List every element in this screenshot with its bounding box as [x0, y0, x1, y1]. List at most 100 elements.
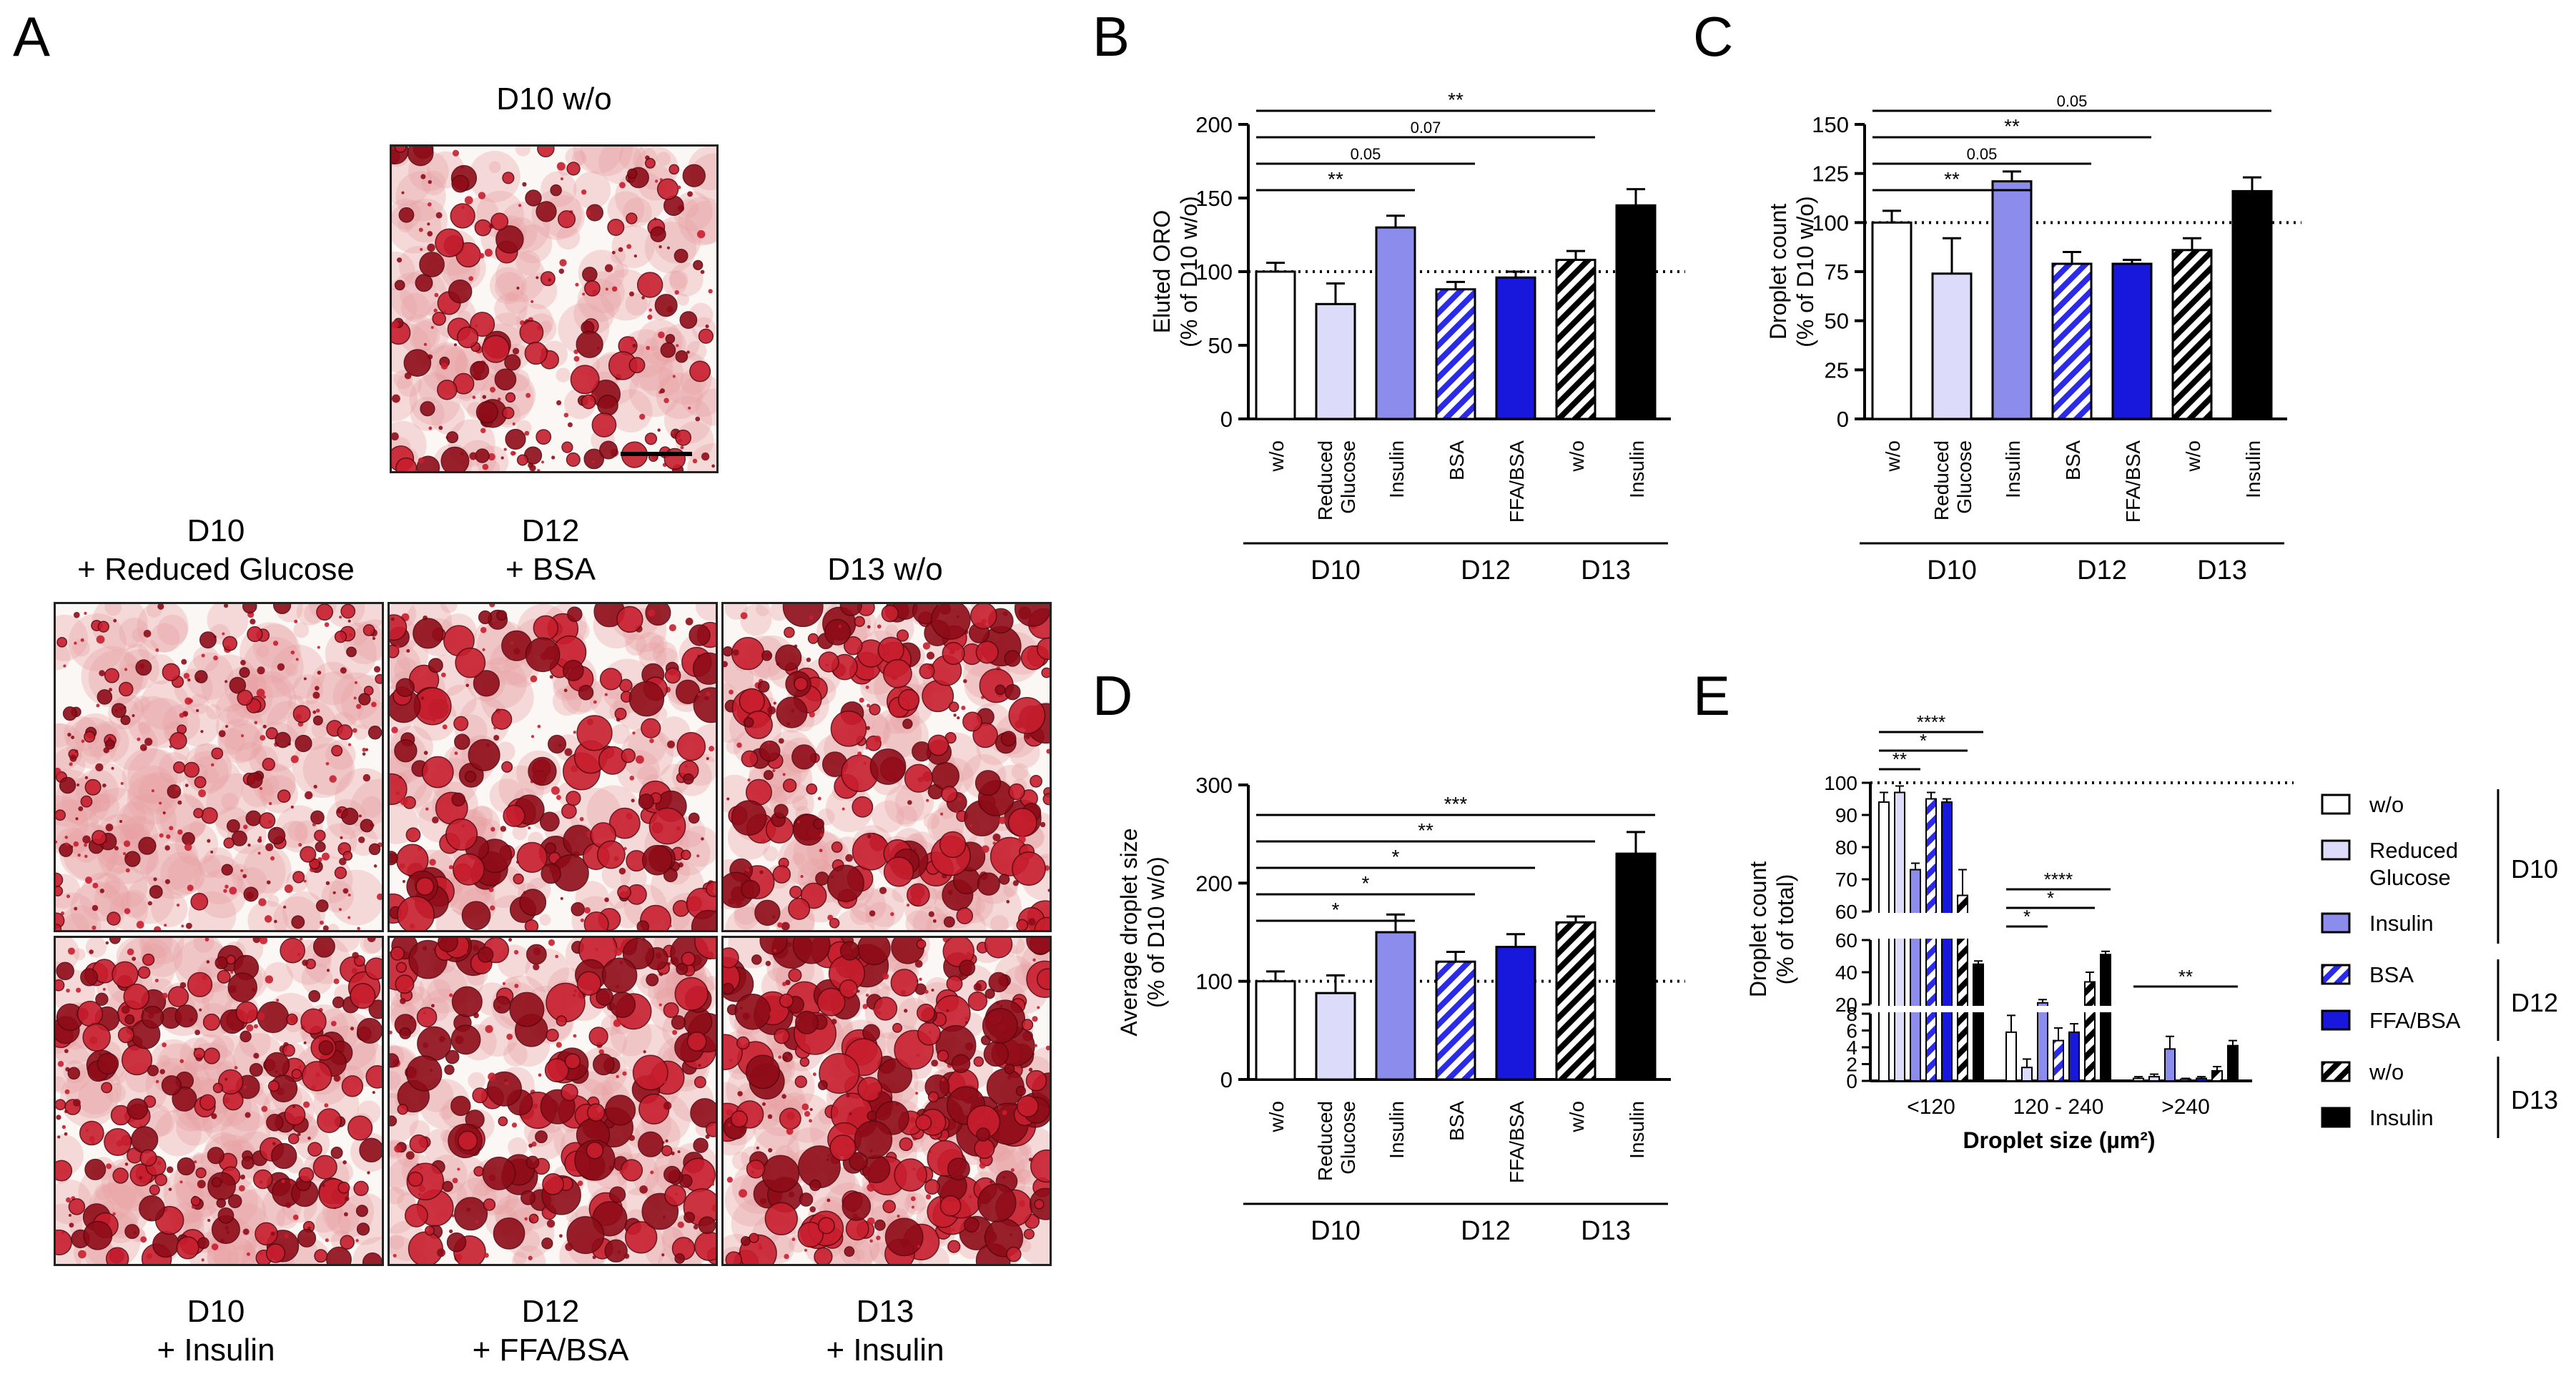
lipid-droplet	[243, 824, 248, 829]
stain-haze	[556, 225, 581, 250]
lipid-droplet	[656, 178, 679, 200]
lipid-droplet	[362, 774, 371, 782]
bar	[2100, 954, 2111, 1082]
stain-haze	[611, 225, 655, 269]
lipid-droplet	[338, 908, 342, 911]
lipid-droplet	[583, 448, 605, 470]
lipid-droplet	[262, 758, 275, 771]
x-tick-label: Reduced	[1314, 440, 1336, 520]
group-label: D13	[2197, 555, 2247, 585]
lipid-droplet	[135, 659, 152, 676]
lipid-droplet	[518, 204, 522, 207]
lipid-droplet	[125, 868, 130, 873]
stain-haze	[302, 743, 355, 796]
lipid-droplet	[654, 294, 678, 317]
stain-haze	[156, 792, 207, 844]
stain-haze	[217, 718, 262, 763]
lipid-droplet	[460, 165, 464, 169]
stain-haze	[573, 147, 623, 174]
y-tick-label: 50	[1208, 333, 1233, 358]
y-tick-label: 0	[1837, 407, 1849, 432]
lipid-droplet	[144, 737, 153, 746]
significance-label: ****	[1917, 711, 1945, 733]
lipid-droplet	[446, 431, 459, 444]
significance-label: ****	[2044, 869, 2073, 890]
bar	[1615, 852, 1657, 1081]
stain-haze	[327, 924, 340, 930]
lipid-droplet	[666, 246, 670, 249]
lipid-droplet	[591, 460, 596, 464]
bar	[2084, 981, 2096, 1082]
lipid-droplet	[401, 191, 405, 194]
lipid-droplet	[561, 441, 573, 453]
lipid-droplet	[435, 228, 464, 257]
significance-label: **	[2004, 115, 2020, 137]
lipid-droplet	[124, 668, 128, 671]
stain-haze	[332, 672, 381, 721]
lipid-droplet	[490, 387, 496, 393]
lipid-droplet	[73, 611, 80, 618]
stain-haze	[494, 272, 524, 302]
lipid-droplet	[342, 851, 353, 861]
lipid-droplet	[494, 368, 517, 391]
lipid-droplet	[77, 854, 81, 857]
lipid-droplet	[153, 877, 157, 881]
lipid-droplet	[240, 660, 246, 666]
lipid-droplet	[394, 280, 405, 291]
bar	[2148, 1076, 2160, 1082]
lipid-droplet	[698, 328, 714, 344]
stain-haze	[167, 856, 206, 894]
lipid-droplet	[124, 854, 129, 859]
lipid-droplet	[119, 819, 123, 824]
lipid-droplet	[275, 731, 291, 748]
group-label: D13	[1581, 1216, 1631, 1246]
lipid-droplet	[611, 286, 618, 292]
lipid-droplet	[674, 290, 679, 295]
lipid-droplet	[211, 747, 224, 760]
stain-haze	[649, 635, 668, 654]
lipid-droplet	[218, 730, 226, 738]
group-label: D10	[1311, 1216, 1361, 1246]
stain-haze	[106, 854, 127, 876]
lipid-droplet	[223, 604, 229, 608]
stain-haze	[652, 641, 678, 667]
significance-label: **	[1448, 89, 1464, 111]
lipid-droplet	[604, 264, 613, 272]
stain-haze	[512, 824, 528, 841]
stain-haze	[638, 351, 684, 397]
y-tick-label: 100	[1824, 772, 1857, 794]
stain-haze	[685, 200, 716, 244]
bar	[2133, 1077, 2144, 1082]
lipid-droplet	[675, 429, 692, 446]
stain-haze	[513, 224, 553, 264]
bar	[1315, 302, 1356, 420]
lipid-droplet	[300, 846, 317, 863]
stain-haze	[79, 872, 129, 921]
bar	[2211, 1069, 2223, 1082]
lipid-droplet	[325, 761, 330, 766]
lipid-droplet	[313, 784, 317, 789]
stain-haze	[495, 741, 515, 761]
bar	[2053, 1039, 2064, 1082]
lipid-droplet	[316, 604, 333, 621]
bar	[1435, 288, 1476, 420]
lipid-droplet	[159, 801, 162, 805]
stain-haze	[137, 604, 189, 653]
group-label: D12	[2077, 555, 2127, 585]
lipid-droplet	[475, 401, 498, 424]
stain-haze	[139, 680, 190, 730]
lipid-droplet	[660, 342, 676, 358]
stain-haze	[107, 720, 158, 771]
lipid-droplet	[315, 841, 326, 853]
stain-haze	[270, 644, 326, 700]
lipid-droplet	[524, 342, 548, 365]
x-tick-label: BSA	[1446, 440, 1468, 480]
lipid-droplet	[354, 681, 357, 684]
stain-haze	[56, 614, 88, 661]
x-tick-label: Insulin	[2242, 440, 2264, 498]
lipid-droplet	[540, 271, 556, 287]
lipid-droplet	[628, 357, 646, 374]
lipid-droplet	[295, 658, 299, 661]
stain-haze	[680, 374, 716, 417]
